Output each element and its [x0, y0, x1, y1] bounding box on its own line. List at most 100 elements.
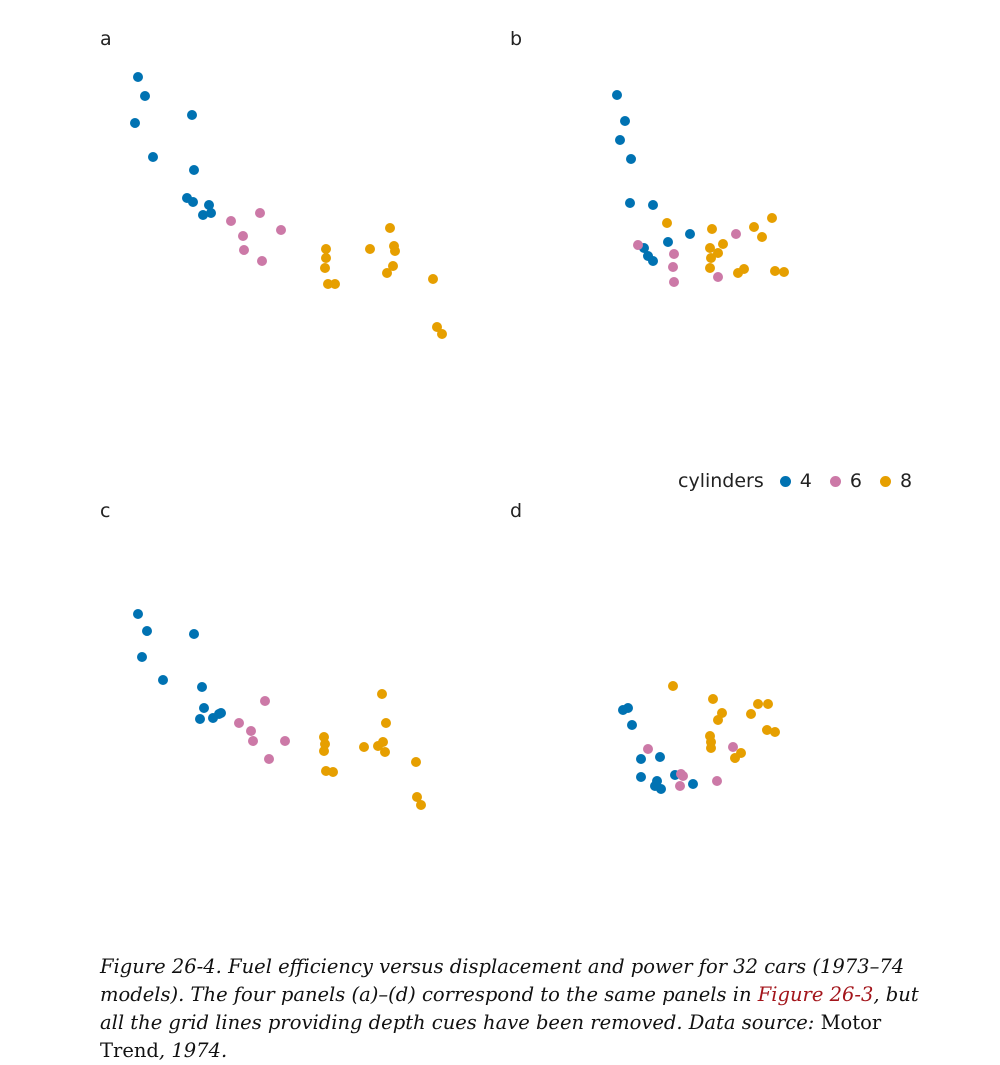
legend-dot-8 [879, 475, 891, 487]
panel-a-point-20 [323, 279, 333, 289]
caption-text-1: Figure 26-4. Fuel efficiency versus disp… [100, 955, 905, 1006]
panel-a-point-27 [382, 268, 392, 278]
panel-a-point-10 [206, 208, 216, 218]
panel-b-point-24 [749, 222, 759, 232]
panel-b-point-2 [615, 135, 625, 145]
legend-label-6: 6 [849, 470, 862, 492]
panel-a-point-9 [198, 210, 208, 220]
panel-a-point-3 [148, 152, 158, 162]
panel-c-point-22 [359, 742, 369, 752]
panel-a-points [130, 72, 447, 339]
panel-d-point-8 [656, 784, 666, 794]
panel-d-point-2 [627, 720, 637, 730]
panel-c-point-17 [377, 689, 387, 699]
panel-d-point-20 [713, 715, 723, 725]
panel-c-point-25 [380, 747, 390, 757]
panel-d-point-23 [706, 743, 716, 753]
legend-label-8: 8 [899, 470, 913, 492]
legend-dot-6 [829, 475, 841, 487]
panel-b-point-19 [718, 239, 728, 249]
panel-c-point-11 [260, 696, 270, 706]
panel-b-point-17 [662, 218, 672, 228]
panel-b-point-4 [625, 198, 635, 208]
panel-a-point-28 [428, 274, 438, 284]
panel-b-point-30 [779, 267, 789, 277]
panel-a-point-30 [437, 329, 447, 339]
panel-c-point-4 [189, 629, 199, 639]
panel-b-point-29 [770, 266, 780, 276]
panel-c-point-29 [412, 792, 422, 802]
panel-d-point-27 [753, 699, 763, 709]
panel-a-point-1 [140, 91, 150, 101]
panel-b-point-23 [705, 263, 715, 273]
panel-d-point-10 [688, 779, 698, 789]
panel-b-point-7 [663, 237, 673, 247]
panel-d-point-18 [708, 694, 718, 704]
panel-b-point-26 [757, 232, 767, 242]
legend: cylinders 4 6 8 [678, 470, 930, 492]
panel-b-point-10 [648, 256, 658, 266]
panel-c-point-2 [137, 652, 147, 662]
panel-b-point-20 [705, 243, 715, 253]
panel-b-point-21 [713, 248, 723, 258]
panel-a-label: a [100, 28, 112, 50]
panel-c-point-24 [378, 737, 388, 747]
panel-b-point-3 [626, 154, 636, 164]
panel-c-point-18 [381, 718, 391, 728]
caption-source: Motor Trend [100, 1011, 882, 1062]
figure-caption: Figure 26-4. Fuel efficiency versus disp… [100, 953, 930, 1065]
panel-d-point-15 [728, 742, 738, 752]
panel-d-point-1 [623, 703, 633, 713]
panel-a-point-0 [133, 72, 143, 82]
panel-b-point-18 [707, 224, 717, 234]
panel-a-point-22 [365, 244, 375, 254]
legend-item-4: 4 [779, 470, 812, 492]
panel-a-point-23 [385, 223, 395, 233]
panel-b-points [612, 90, 789, 287]
panel-d-point-4 [655, 752, 665, 762]
panel-b-point-15 [731, 229, 741, 239]
panel-b-point-6 [685, 229, 695, 239]
panel-a-point-21 [330, 279, 340, 289]
panel-d-point-26 [746, 709, 756, 719]
panel-b-point-12 [669, 249, 679, 259]
panel-d-point-30 [770, 727, 780, 737]
panel-c-point-6 [199, 703, 209, 713]
panel-a-point-7 [188, 197, 198, 207]
panel-c-point-5 [197, 682, 207, 692]
panel-a-point-26 [388, 261, 398, 271]
panel-b-point-0 [612, 90, 622, 100]
panel-b-point-28 [733, 268, 743, 278]
panel-b-point-22 [706, 253, 716, 263]
panel-a-point-4 [187, 110, 197, 120]
panel-c-point-3 [158, 675, 168, 685]
panel-d-point-17 [668, 681, 678, 691]
panel-b-point-13 [668, 262, 678, 272]
scatter-panels [130, 72, 789, 810]
legend-label-4: 4 [799, 470, 812, 492]
caption-text-3: , 1974. [158, 1039, 228, 1062]
panel-d-label: d [510, 500, 523, 522]
panel-d-points [618, 681, 780, 794]
panel-c-point-16 [264, 754, 274, 764]
panel-c-points [133, 609, 426, 810]
panel-c-point-15 [280, 736, 290, 746]
legend-item-6: 6 [829, 470, 862, 492]
panel-b-label: b [510, 28, 523, 50]
legend-item-8: 8 [879, 470, 913, 492]
panel-d-point-16 [678, 771, 688, 781]
legend-dot-4 [779, 475, 791, 487]
panel-a-point-29 [432, 322, 442, 332]
figure-link[interactable]: Figure 26-3 [757, 983, 874, 1006]
panel-b-point-14 [669, 277, 679, 287]
panel-b-point-1 [620, 116, 630, 126]
panel-a-point-5 [189, 165, 199, 175]
panel-a-point-25 [390, 246, 400, 256]
panel-a-point-8 [204, 200, 214, 210]
panel-c-point-14 [248, 736, 258, 746]
panel-c-point-13 [246, 726, 256, 736]
panel-a-point-19 [320, 263, 330, 273]
panel-c-point-12 [234, 718, 244, 728]
panel-d-point-14 [712, 776, 722, 786]
panel-a-point-15 [257, 256, 267, 266]
